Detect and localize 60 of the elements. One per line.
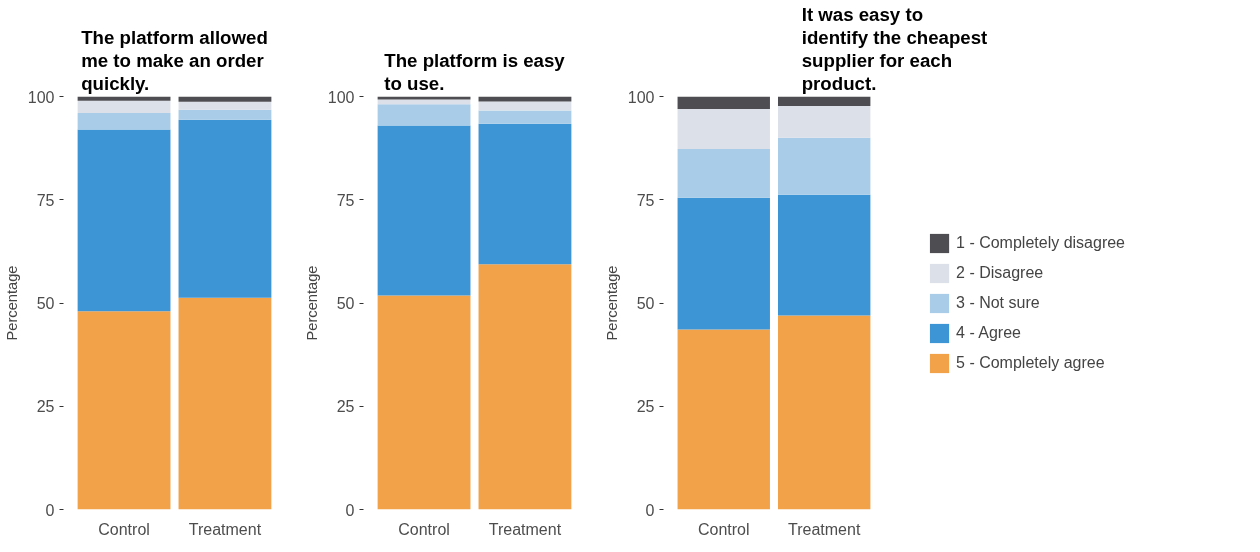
y-tick-label: 50 (636, 295, 655, 312)
y-tick-label: 25 (636, 398, 655, 416)
y-axis-title: Percentage (603, 265, 620, 341)
bar (778, 106, 871, 138)
bar (377, 104, 471, 126)
bar (677, 197, 770, 330)
y-tick-label: 75 (36, 191, 55, 209)
x-tick-label: Treatment (788, 520, 861, 538)
bar (77, 129, 171, 312)
legend-label: 3 - Not sure (956, 293, 1040, 312)
y-axis-title: Percentage (303, 265, 320, 341)
bar (77, 96, 171, 101)
bar (178, 297, 272, 510)
x-tick-label: Control (398, 520, 450, 538)
legend-label: 2 - Disagree (956, 263, 1044, 282)
bar (178, 101, 272, 110)
bar (677, 329, 770, 510)
bar (178, 109, 272, 120)
bar (677, 108, 770, 149)
x-tick-label: Control (697, 520, 750, 538)
x-tick-label: Treatment (188, 520, 262, 538)
legend-label: 1 - Completely disagree (956, 233, 1125, 252)
bar (478, 264, 572, 510)
y-tick-label: 100 (627, 88, 655, 106)
bar (77, 113, 171, 130)
bar (478, 110, 572, 124)
y-tick-label: 0 (345, 501, 355, 519)
bar (778, 194, 871, 316)
bar (677, 96, 770, 109)
bar (478, 123, 572, 265)
bar (778, 315, 871, 510)
bar (178, 119, 272, 298)
y-tick-label: 75 (336, 191, 355, 209)
x-tick-label: Treatment (488, 520, 562, 538)
chart-title: The platform is easy to use. (384, 50, 566, 95)
y-tick-label: 75 (636, 191, 655, 209)
bar (478, 101, 572, 111)
bar (778, 137, 871, 195)
bar (77, 311, 171, 510)
y-tick-label: 25 (336, 398, 355, 416)
bar (178, 96, 272, 102)
legend-label: 4 - Agree (956, 323, 1021, 342)
chart-title: It was easy to identify the cheapest supplier for each product. (801, 4, 988, 95)
y-tick-label: 25 (36, 398, 55, 416)
y-tick-label: 50 (36, 295, 55, 312)
legend-label: 5 - Completely agree (956, 353, 1105, 372)
y-tick-label: 100 (327, 88, 355, 106)
y-tick-label: 50 (336, 295, 355, 312)
y-tick-label: 100 (27, 88, 55, 106)
x-tick-label: Control (98, 520, 150, 538)
bar (778, 96, 871, 106)
chart-title: The platform allowed me to make an order quickly. (81, 27, 268, 95)
bar (677, 148, 770, 198)
bar (77, 100, 171, 114)
bar (377, 295, 471, 510)
y-axis-title: Percentage (3, 265, 20, 341)
bar (377, 125, 471, 296)
bar (377, 99, 471, 105)
y-tick-label: 0 (45, 501, 55, 519)
y-tick-label: 0 (645, 501, 655, 519)
